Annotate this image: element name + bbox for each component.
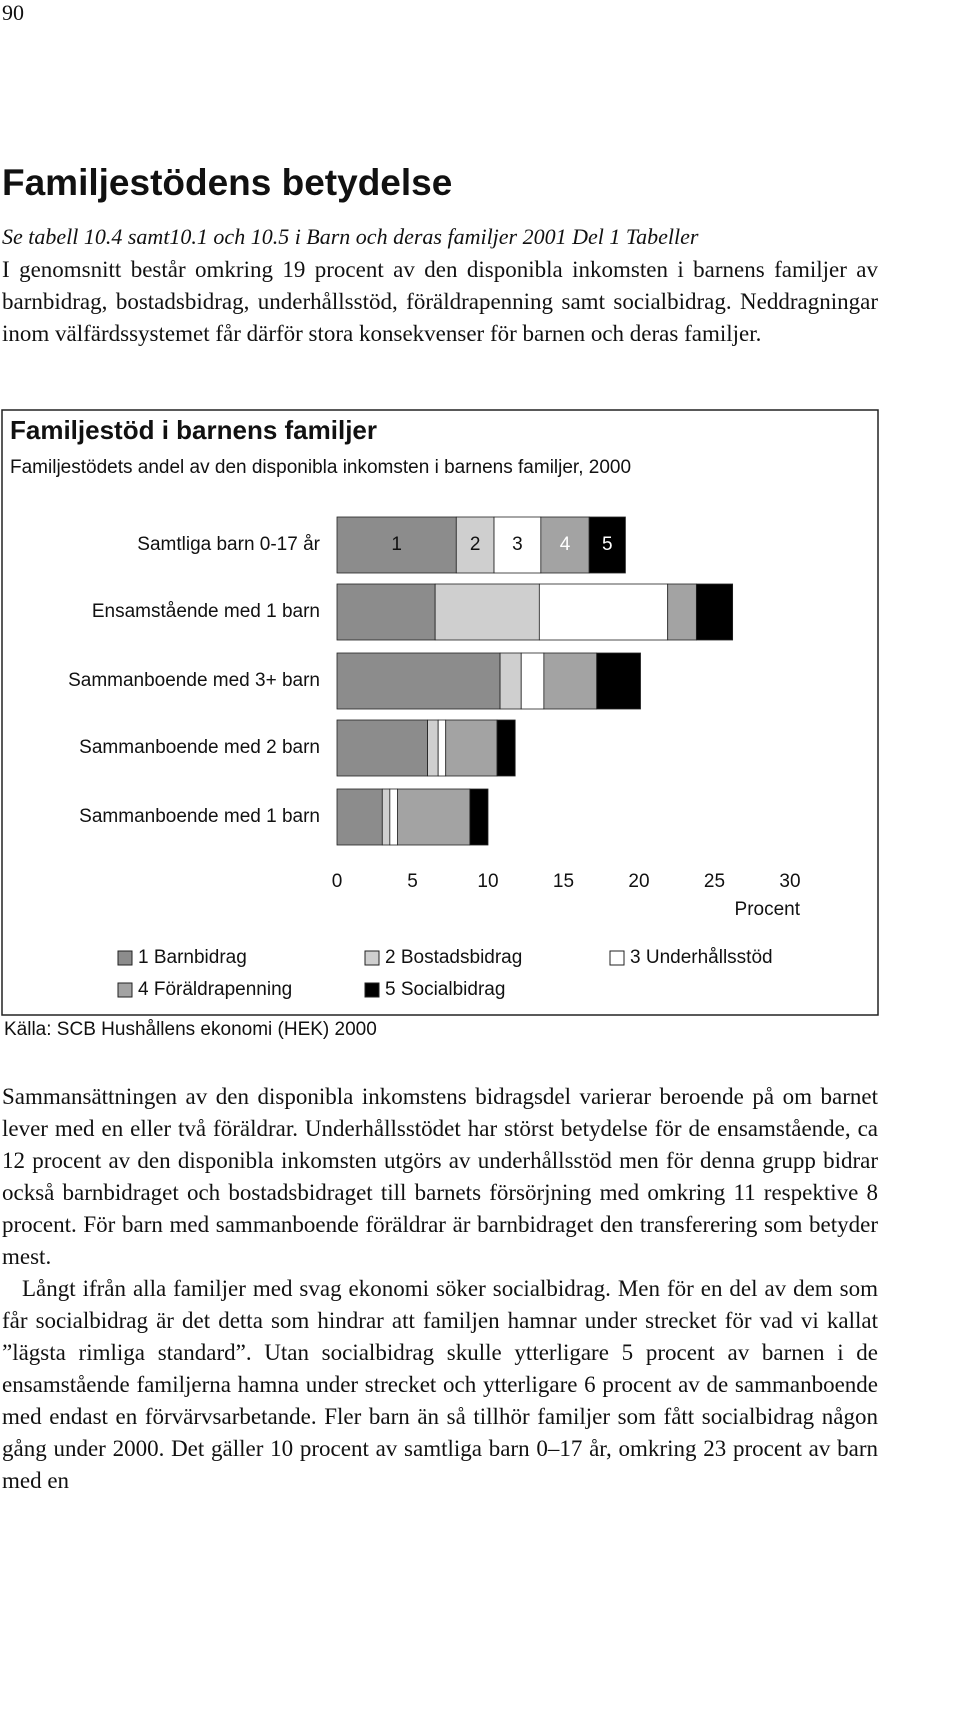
- x-tick-label: 25: [704, 871, 725, 892]
- segment-label: 5: [602, 534, 613, 555]
- category-label: Sammanboende med 3+ barn: [68, 670, 320, 691]
- bar-segment: [381, 788, 391, 846]
- bar-segment: [596, 652, 641, 710]
- paragraph: Sammansättningen av den disponibla inkom…: [2, 1084, 878, 1269]
- bar-segment: [427, 719, 439, 777]
- bar-segment: [396, 788, 471, 846]
- segment-label: 1: [391, 534, 402, 555]
- legend-label: 3 Underhållsstöd: [630, 947, 773, 968]
- legend-swatch: [117, 950, 133, 966]
- bar-segment: [336, 516, 457, 574]
- bar-segment: [445, 719, 498, 777]
- bar-segment: [469, 788, 489, 846]
- bar-segment: [543, 652, 598, 710]
- bar-segment: [389, 788, 398, 846]
- bar-segment: [437, 719, 447, 777]
- legend-swatch: [364, 950, 380, 966]
- chart-frame: [1, 409, 879, 1016]
- text-block: I genomsnitt består omkring 19 procent a…: [2, 254, 878, 350]
- bar-segment: [540, 516, 590, 574]
- bar-segment: [336, 719, 428, 777]
- x-axis-label: Procent: [735, 899, 801, 920]
- category-label: Ensamstående med 1 barn: [92, 601, 320, 622]
- bar-segment: [336, 583, 436, 641]
- x-tick-label: 5: [407, 871, 418, 892]
- bar-segment: [455, 516, 495, 574]
- x-tick-label: 30: [779, 871, 800, 892]
- segment-label: 4: [560, 534, 571, 555]
- legend-label: 1 Barnbidrag: [138, 947, 247, 968]
- bar-segment: [336, 652, 501, 710]
- legend-swatch: [364, 982, 380, 998]
- bar-segment: [499, 652, 522, 710]
- bar-segment: [538, 583, 669, 641]
- bar-segment: [667, 583, 697, 641]
- heading: Familjestödens betydelse: [2, 162, 453, 203]
- segment-label: 3: [512, 534, 523, 555]
- paragraph: Långt ifrån alla familjer med svag ekono…: [2, 1276, 878, 1493]
- chart-title: Familjestöd i barnens familjer: [10, 415, 377, 445]
- category-label: Samtliga barn 0-17 år: [137, 534, 320, 555]
- bar-segment: [588, 516, 626, 574]
- legend-label: 4 Föräldrapenning: [138, 979, 292, 1000]
- category-label: Sammanboende med 2 barn: [79, 737, 320, 758]
- segment-label: 2: [470, 534, 481, 555]
- bar-segment: [520, 652, 545, 710]
- legend-swatch: [117, 982, 133, 998]
- legend-swatch: [609, 950, 625, 966]
- chart-subtitle: Familjestödets andel av den disponibla i…: [10, 457, 631, 478]
- x-tick-label: 0: [332, 871, 343, 892]
- legend-label: 5 Socialbidrag: [385, 979, 505, 1000]
- bar-segment: [336, 788, 383, 846]
- chart: Familjestöd i barnens familjer Familjest…: [1, 409, 879, 1040]
- bar-segment: [434, 583, 540, 641]
- x-tick-label: 15: [553, 871, 574, 892]
- page-number: 90: [2, 0, 24, 25]
- text-block: Sammansättningen av den disponibla inkom…: [2, 1081, 878, 1497]
- legend-label: 2 Bostadsbidrag: [385, 947, 522, 968]
- bar-segment: [496, 719, 516, 777]
- bar-segment: [493, 516, 542, 574]
- category-label: Sammanboende med 1 barn: [79, 806, 320, 827]
- x-tick-label: 10: [477, 871, 498, 892]
- source: Källa: SCB Hushållens ekonomi (HEK) 2000: [4, 1019, 377, 1040]
- x-tick-label: 20: [628, 871, 649, 892]
- bar-segment: [695, 583, 734, 641]
- paragraph: I genomsnitt består omkring 19 procent a…: [2, 257, 878, 346]
- reference: Se tabell 10.4 samt10.1 och 10.5 i Barn …: [2, 224, 699, 249]
